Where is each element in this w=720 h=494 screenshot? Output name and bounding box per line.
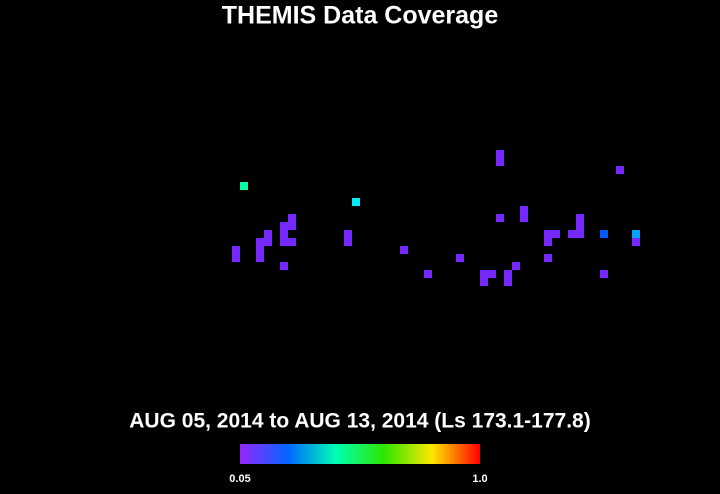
coverage-cell — [232, 254, 240, 262]
coverage-cell — [552, 230, 560, 238]
coverage-cell — [280, 222, 288, 230]
coverage-cell — [496, 214, 504, 222]
coverage-cell — [240, 182, 248, 190]
coverage-cell — [256, 254, 264, 262]
colorbar-max-label: 1.0 — [472, 473, 487, 485]
coverage-cell — [616, 166, 624, 174]
coverage-cell — [544, 254, 552, 262]
coverage-cell — [544, 230, 552, 238]
coverage-cell — [280, 238, 288, 246]
coverage-cell — [600, 230, 608, 238]
coverage-cell — [576, 230, 584, 238]
coverage-cell — [520, 214, 528, 222]
coverage-cell — [456, 254, 464, 262]
coverage-cell — [576, 214, 584, 222]
coverage-cell — [288, 214, 296, 222]
coverage-cell — [424, 270, 432, 278]
coverage-cell — [568, 230, 576, 238]
coverage-cell — [480, 278, 488, 286]
coverage-cell — [400, 246, 408, 254]
coverage-cell — [256, 238, 264, 246]
colorbar-min-label: 0.05 — [229, 473, 250, 485]
coverage-cell — [280, 230, 288, 238]
coverage-cell — [600, 270, 608, 278]
subtitle: AUG 05, 2014 to AUG 13, 2014 (Ls 173.1-1… — [129, 410, 590, 433]
coverage-cell — [632, 238, 640, 246]
coverage-cell — [544, 238, 552, 246]
coverage-cell — [280, 262, 288, 270]
coverage-cell — [344, 238, 352, 246]
coverage-cell — [352, 198, 360, 206]
coverage-cell — [256, 246, 264, 254]
coverage-cell — [576, 222, 584, 230]
coverage-cell — [232, 246, 240, 254]
coverage-cell — [520, 206, 528, 214]
coverage-cell — [504, 278, 512, 286]
colorbar — [240, 444, 480, 464]
coverage-cell — [504, 270, 512, 278]
coverage-cell — [264, 238, 272, 246]
coverage-cell — [288, 238, 296, 246]
coverage-cell — [632, 230, 640, 238]
coverage-cell — [288, 222, 296, 230]
coverage-cell — [488, 270, 496, 278]
coverage-cell — [264, 230, 272, 238]
coverage-cell — [512, 262, 520, 270]
coverage-cell — [480, 270, 488, 278]
coverage-cell — [496, 150, 504, 158]
coverage-cell — [344, 230, 352, 238]
coverage-cell — [496, 158, 504, 166]
title: THEMIS Data Coverage — [222, 2, 499, 30]
